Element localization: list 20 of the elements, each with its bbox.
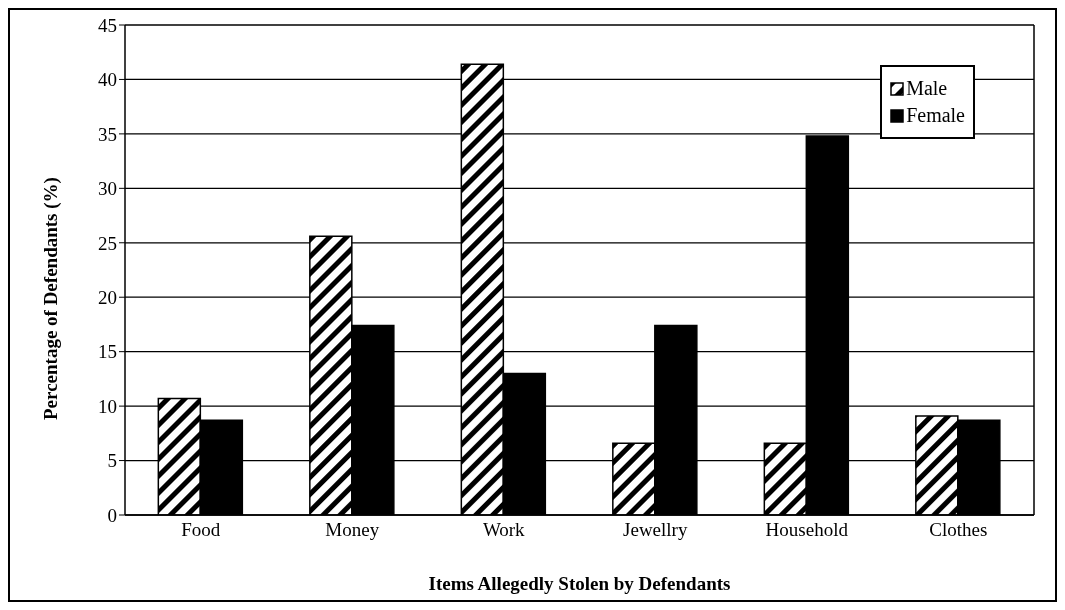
y-tick-label: 30 [98, 178, 117, 200]
x-tick-label: Household [765, 519, 849, 541]
y-tick-label: 40 [98, 69, 117, 91]
x-tick-label: Clothes [929, 519, 988, 541]
y-tick-label: 15 [98, 341, 117, 363]
legend-label: Female [906, 104, 965, 127]
y-tick-label: 45 [98, 14, 117, 36]
x-axis-title: Items Allegedly Stolen by Defendants [428, 573, 731, 594]
y-tick-label: 5 [107, 450, 117, 472]
x-tick-label: Food [181, 519, 221, 541]
y-axis-title: Percentage of Defendants (%) [39, 177, 62, 420]
legend-label: Male [906, 77, 948, 100]
y-tick-label: 0 [107, 504, 117, 526]
x-tick-label: Work [482, 519, 526, 541]
y-tick-label: 35 [98, 123, 117, 145]
y-tick-label: 20 [98, 286, 117, 308]
x-tick-label: Jewellry [623, 519, 688, 541]
x-tick-label: Money [325, 519, 380, 541]
y-tick-label: 10 [98, 395, 117, 417]
y-tick-label: 25 [98, 232, 117, 254]
